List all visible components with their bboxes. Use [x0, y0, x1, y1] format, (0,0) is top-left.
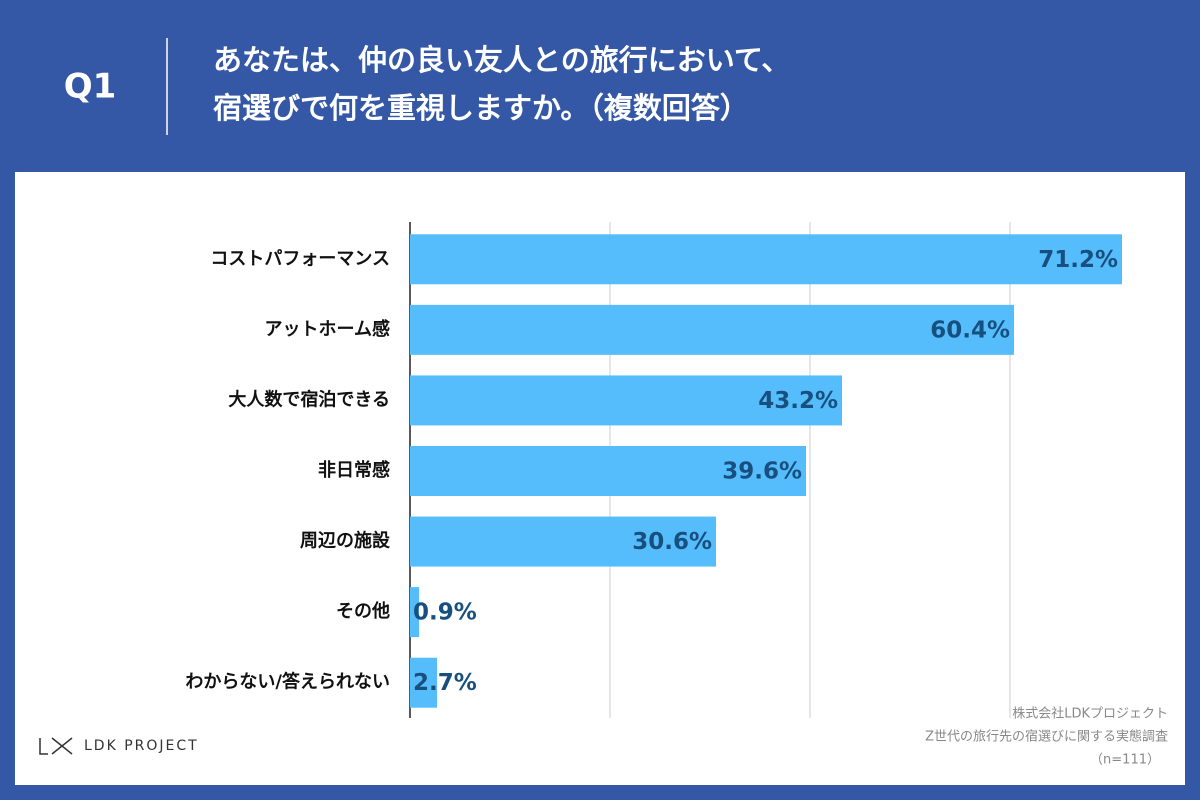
- y-tick-label: アットホーム感: [265, 318, 390, 340]
- bar: [410, 234, 1122, 285]
- bar: [410, 657, 437, 708]
- bar: [410, 304, 1014, 355]
- logo: LDK PROJECT: [39, 737, 199, 755]
- logo-mark: [39, 737, 73, 755]
- data-label: 39.6%: [722, 459, 802, 485]
- bar: [410, 516, 716, 567]
- y-tick-label: コストパフォーマンス: [210, 248, 390, 269]
- question-label: Q1: [64, 67, 117, 107]
- source-line: （n=111）: [1090, 753, 1160, 768]
- title-line: あなたは、仲の良い友人との旅行において、: [213, 43, 790, 77]
- data-label: 60.4%: [930, 317, 1010, 343]
- y-tick-label: 周辺の施設: [300, 530, 391, 552]
- y-tick-label: わからない/答えられない: [185, 671, 390, 693]
- data-label: 71.2%: [1038, 247, 1118, 273]
- y-tick-label: 大人数で宿泊できる: [228, 388, 390, 410]
- y-tick-label: その他: [336, 600, 390, 622]
- logo-text: LDK PROJECT: [84, 738, 199, 754]
- bar: [410, 587, 419, 638]
- source-line: Z世代の旅行先の宿選びに関する実態調査: [925, 729, 1168, 745]
- data-label: 30.6%: [632, 529, 712, 555]
- data-label: 2.7%: [413, 670, 477, 696]
- title-line: 宿選びで何を重視しますか。（複数回答）: [213, 91, 749, 125]
- bar: [410, 446, 806, 496]
- data-label: 0.9%: [413, 600, 477, 626]
- bar: [410, 375, 842, 426]
- source-line: 株式会社LDKプロジェクト: [1012, 706, 1168, 722]
- data-label: 43.2%: [758, 388, 838, 414]
- y-tick-label: 非日常感: [318, 459, 390, 481]
